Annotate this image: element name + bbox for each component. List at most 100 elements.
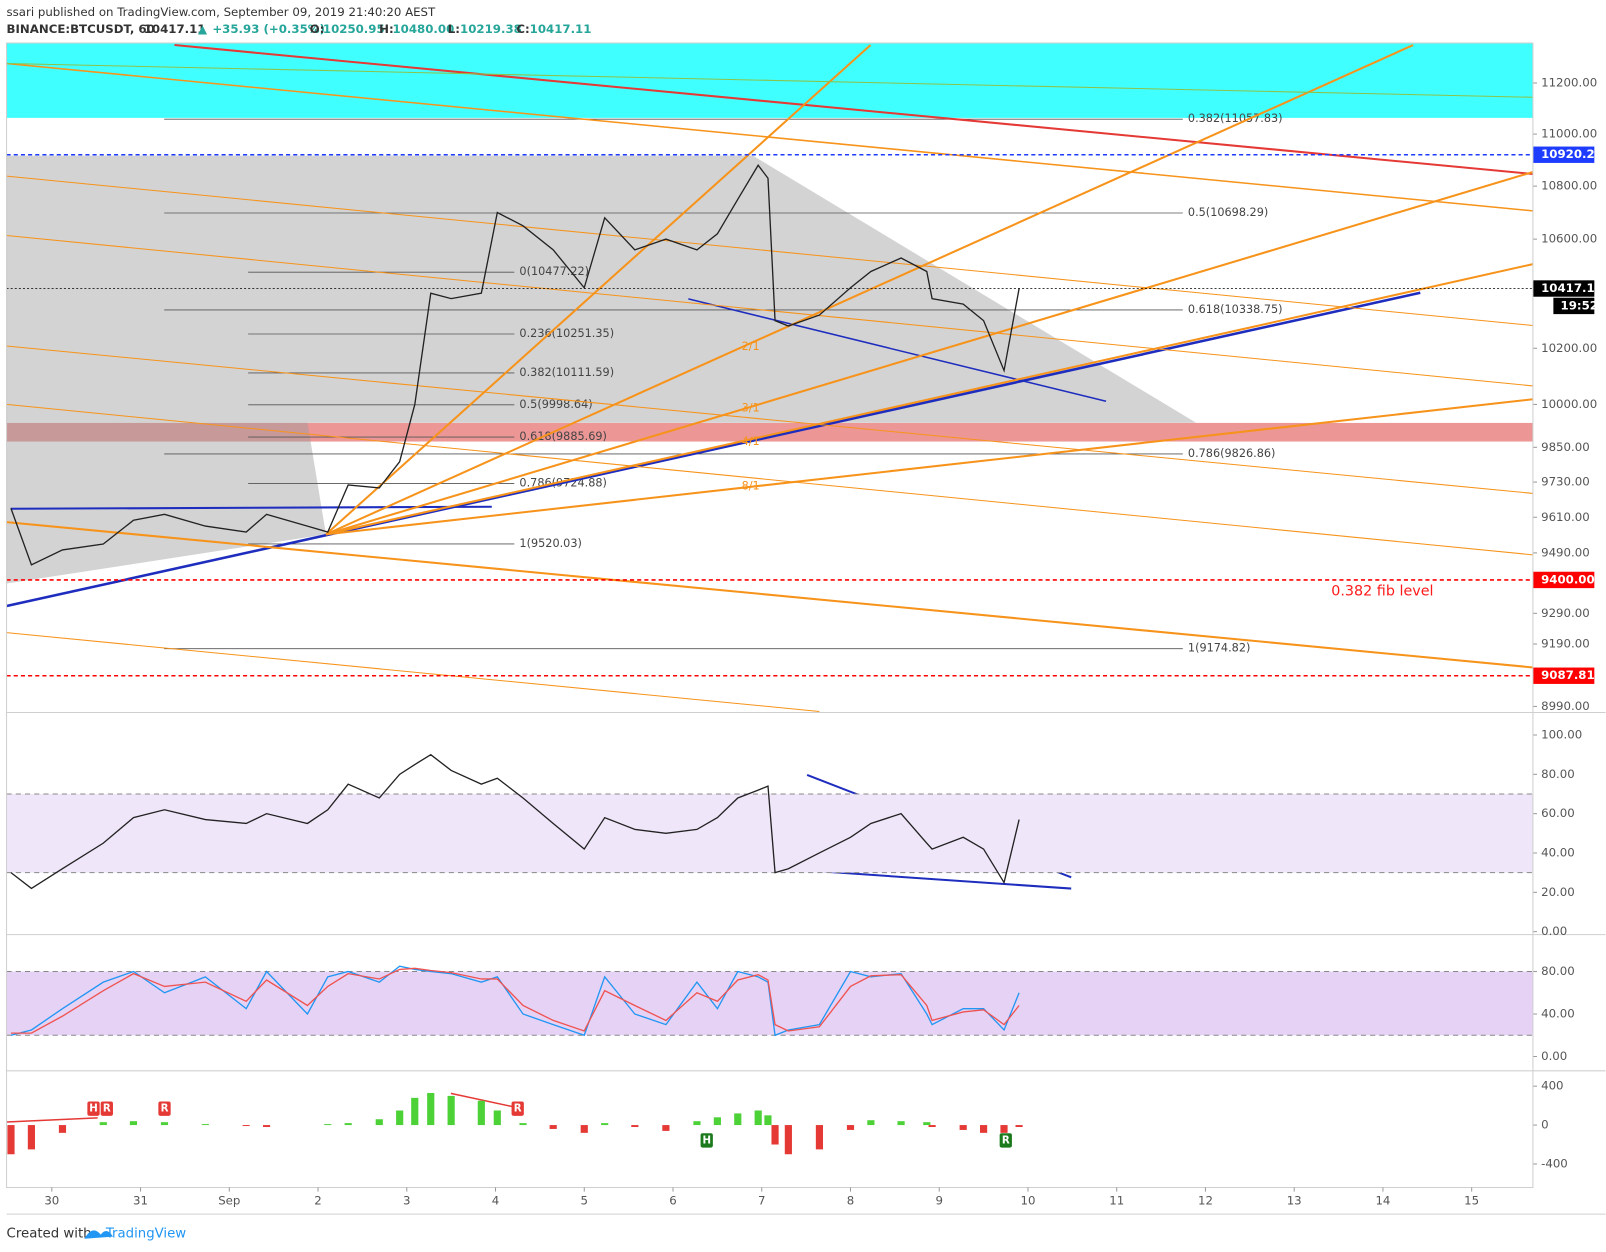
fan-label: 2/1 — [742, 340, 760, 353]
x-tick-label: 8 — [847, 1193, 855, 1207]
y-tick-label: 10800.00 — [1541, 179, 1597, 193]
histogram-bar — [160, 1122, 169, 1126]
brand-logo — [84, 1230, 114, 1239]
histogram-bar — [242, 1125, 250, 1127]
histogram-bar — [427, 1092, 435, 1126]
plot-frame — [6, 42, 1534, 1189]
histogram-bar — [764, 1115, 772, 1126]
x-tick-label: Sep — [218, 1193, 240, 1207]
y-tick-label: 11000.00 — [1541, 127, 1597, 141]
histogram-bar — [713, 1117, 721, 1126]
fan-label: 3/1 — [742, 401, 760, 414]
signal-marker-box — [100, 1101, 113, 1116]
channel-line — [6, 632, 820, 712]
trend-line — [688, 298, 1107, 403]
high-label: H: — [379, 22, 394, 36]
x-tick-label: 14 — [1375, 1193, 1390, 1207]
histogram-bar — [7, 1125, 15, 1155]
histogram-bar — [897, 1121, 905, 1126]
channel-line — [6, 345, 1533, 494]
x-tick-label: 5 — [581, 1193, 589, 1207]
gann-fan — [325, 44, 872, 536]
indicator-band — [6, 971, 1533, 1036]
open: 10250.95 — [323, 22, 385, 36]
last-price: 10417.11 — [144, 22, 206, 36]
histogram-bar — [27, 1125, 35, 1150]
histogram-bar — [662, 1125, 670, 1131]
signal-marker: H — [89, 1104, 98, 1115]
histogram-bar — [411, 1097, 419, 1126]
histogram-bar — [129, 1121, 138, 1126]
trend-line — [174, 44, 1534, 176]
close: 10417.11 — [530, 22, 592, 36]
histogram-bar — [396, 1110, 404, 1126]
fib-label: 0.786(9826.86) — [1188, 447, 1276, 460]
histogram-bar — [815, 1125, 824, 1150]
footer-brand[interactable]: TradingView — [105, 1227, 186, 1242]
x-tick-label: 7 — [758, 1193, 766, 1207]
y-tick-label: 40.00 — [1541, 1007, 1575, 1021]
histogram-bar — [601, 1123, 609, 1126]
histogram-bar — [201, 1124, 209, 1126]
gann-fan — [325, 398, 1534, 536]
histogram-bar — [375, 1119, 383, 1126]
divergence-line — [6, 1117, 98, 1123]
histogram-bar — [580, 1125, 588, 1133]
y-tick-label: 9190.00 — [1541, 637, 1590, 651]
histogram-bar — [771, 1125, 779, 1145]
histogram-bar — [1015, 1125, 1023, 1128]
histogram-bar — [734, 1113, 742, 1126]
y-tick-label: 9850.00 — [1541, 440, 1590, 454]
x-tick-label: 3 — [403, 1193, 410, 1207]
histogram-bar — [344, 1123, 352, 1126]
annotation: 0.382 fib level — [1331, 584, 1433, 600]
open-label: O: — [310, 22, 325, 36]
y-tick-label: 80.00 — [1541, 767, 1575, 781]
histogram-bar — [923, 1122, 931, 1126]
price-tag: 10417.11 — [1541, 281, 1603, 295]
countdown: 19:52 — [1561, 298, 1598, 312]
histogram-bar — [519, 1123, 527, 1126]
y-tick-label: 20.00 — [1541, 885, 1575, 899]
histogram-bar — [959, 1125, 967, 1130]
y-tick-label: 80.00 — [1541, 964, 1575, 978]
signal-marker: R — [103, 1104, 111, 1115]
channel-line — [6, 403, 1533, 556]
series-line — [10, 164, 1020, 566]
y-tick-label: 400 — [1541, 1079, 1563, 1093]
x-tick-label: 15 — [1464, 1193, 1479, 1207]
price-tag: 10920.21 — [1541, 147, 1603, 161]
price-tag-box — [1532, 146, 1595, 163]
signal-marker: R — [161, 1104, 169, 1115]
histogram-bar — [549, 1125, 557, 1129]
histogram-bar — [324, 1124, 332, 1126]
series-line — [10, 753, 1020, 890]
price-tag-box — [1532, 280, 1595, 297]
publisher-line: ssari published on TradingView.com, Sept… — [7, 5, 436, 19]
high: 10480.00 — [392, 22, 454, 36]
fib-label: 1(9174.82) — [1188, 642, 1250, 655]
y-tick-label: 10200.00 — [1541, 341, 1597, 355]
symbol: BINANCE:BTCUSDT, 60 — [7, 22, 155, 36]
symbol-line: BINANCE:BTCUSDT, 60 10417.11 ▲ +35.93 (+… — [7, 22, 592, 36]
fib-label: 0.618(9885.69) — [519, 430, 607, 443]
y-tick-label: 0 — [1541, 1118, 1549, 1132]
histogram-bar — [447, 1095, 455, 1126]
trend-line — [6, 291, 1421, 608]
histogram-bar — [928, 1125, 936, 1128]
x-tick-label: 31 — [133, 1193, 148, 1207]
price-tag-box — [1532, 571, 1595, 589]
histogram-bar — [262, 1125, 271, 1128]
fib-label: 0.236(10251.35) — [519, 327, 614, 340]
footer-created: Created with — [7, 1227, 92, 1242]
fib-label: 0.382(10111.59) — [519, 366, 614, 379]
price-tag: 9400.00 — [1541, 572, 1595, 586]
channel-line — [6, 62, 1533, 212]
x-tick-label: 4 — [492, 1193, 499, 1207]
channel-line — [6, 234, 1533, 387]
fib-label: 0.5(10698.29) — [1188, 206, 1268, 219]
x-tick-label: 2 — [314, 1193, 321, 1207]
fib-label: 0(10477.22) — [519, 265, 589, 278]
y-tick-label: 8990.00 — [1541, 699, 1590, 713]
channel-line — [6, 521, 1534, 669]
